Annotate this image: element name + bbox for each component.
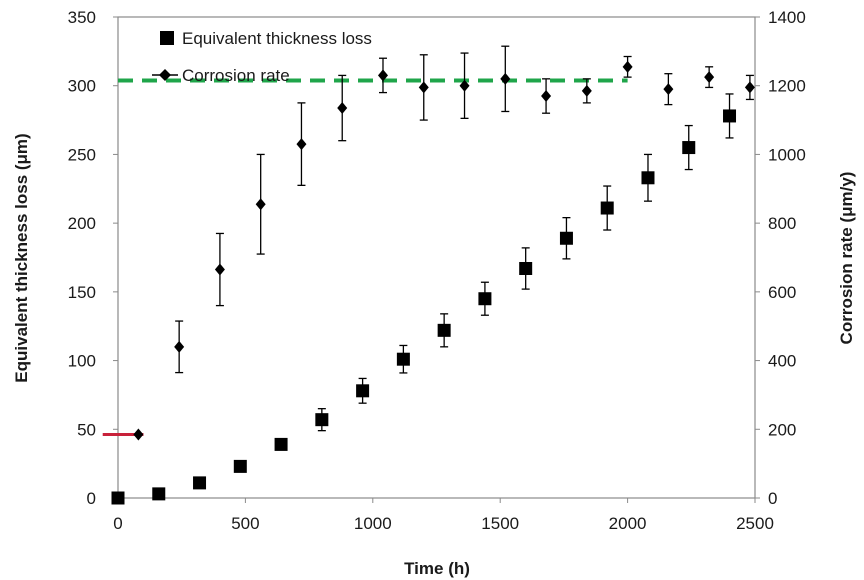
- y-tick-label: 350: [68, 8, 96, 27]
- legend-label-thickness: Equivalent thickness loss: [182, 29, 372, 48]
- y-tick-label: 50: [77, 420, 96, 439]
- data-marks: [111, 45, 755, 505]
- corrosion-rate-point: [418, 81, 429, 94]
- x-tick-label: 0: [113, 514, 122, 533]
- y2-tick-label: 600: [768, 283, 796, 302]
- corrosion-rate-point: [581, 84, 592, 97]
- corrosion-rate-point: [663, 83, 674, 96]
- plot-border: [117, 16, 756, 499]
- corrosion-rate-point: [377, 69, 388, 82]
- thickness-loss-point: [600, 201, 614, 215]
- thickness-loss-point: [559, 231, 573, 245]
- thickness-loss-point: [315, 413, 329, 427]
- y-tick-label: 300: [68, 77, 96, 96]
- reference-lines: [102, 78, 628, 436]
- legend-marker-diamond: [159, 69, 171, 81]
- plot-frame: [113, 16, 760, 503]
- thickness-loss-point: [274, 437, 288, 451]
- corrosion-rate-point: [459, 79, 470, 92]
- thickness-loss-point: [519, 261, 533, 275]
- x-tick-label: 1000: [354, 514, 392, 533]
- x-axis-title: Time (h): [404, 559, 470, 578]
- y-tick-label: 0: [87, 489, 96, 508]
- corrosion-rate-point: [174, 340, 185, 353]
- thickness-loss-point: [152, 487, 166, 501]
- x-tick-label: 2500: [736, 514, 774, 533]
- thickness-loss-point: [193, 476, 207, 490]
- corrosion-rate-point: [255, 198, 266, 211]
- y-tick-label: 250: [68, 145, 96, 164]
- corrosion-rate-point: [133, 428, 144, 441]
- corrosion-rate-point: [337, 102, 348, 115]
- thickness-loss-point: [723, 109, 737, 123]
- x-tick-label: 1500: [481, 514, 519, 533]
- thickness-loss-point: [111, 491, 125, 505]
- y2-tick-label: 200: [768, 420, 796, 439]
- y2-axis-title: Corrosion rate (μm/y): [837, 172, 856, 345]
- y-tick-label: 150: [68, 283, 96, 302]
- x-tick-label: 500: [231, 514, 259, 533]
- y2-tick-label: 1400: [768, 8, 806, 27]
- thickness-loss-point: [682, 141, 696, 155]
- corrosion-rate-point: [704, 71, 715, 84]
- thickness-loss-point: [437, 323, 451, 337]
- y-tick-label: 200: [68, 214, 96, 233]
- thickness-loss-point: [478, 292, 492, 306]
- corrosion-rate-point: [500, 72, 511, 85]
- legend-marker-square: [160, 31, 174, 45]
- x-tick-label: 2000: [609, 514, 647, 533]
- thickness-loss-point: [356, 384, 370, 398]
- thickness-loss-point: [396, 352, 410, 366]
- y-tick-label: 100: [68, 352, 96, 371]
- corrosion-rate-point: [622, 60, 633, 73]
- y2-tick-label: 800: [768, 214, 796, 233]
- corrosion-rate-point: [744, 81, 755, 94]
- tick-labels: 0 500 1000 1500 2000 250005010015020025030035…: [68, 8, 806, 533]
- y2-tick-label: 400: [768, 352, 796, 371]
- thickness-loss-point: [641, 171, 655, 185]
- legend: Equivalent thickness loss Corrosion rate: [152, 29, 372, 85]
- y2-tick-label: 1000: [768, 145, 806, 164]
- corrosion-rate-point: [296, 138, 307, 151]
- thickness-loss-point: [233, 459, 247, 473]
- legend-label-rate: Corrosion rate: [182, 66, 290, 85]
- y2-tick-label: 1200: [768, 77, 806, 96]
- corrosion-rate-point: [541, 90, 552, 103]
- y-axis-title: Equivalent thickness loss (μm): [12, 133, 31, 382]
- corrosion-rate-point: [214, 263, 225, 276]
- y2-tick-label: 0: [768, 489, 777, 508]
